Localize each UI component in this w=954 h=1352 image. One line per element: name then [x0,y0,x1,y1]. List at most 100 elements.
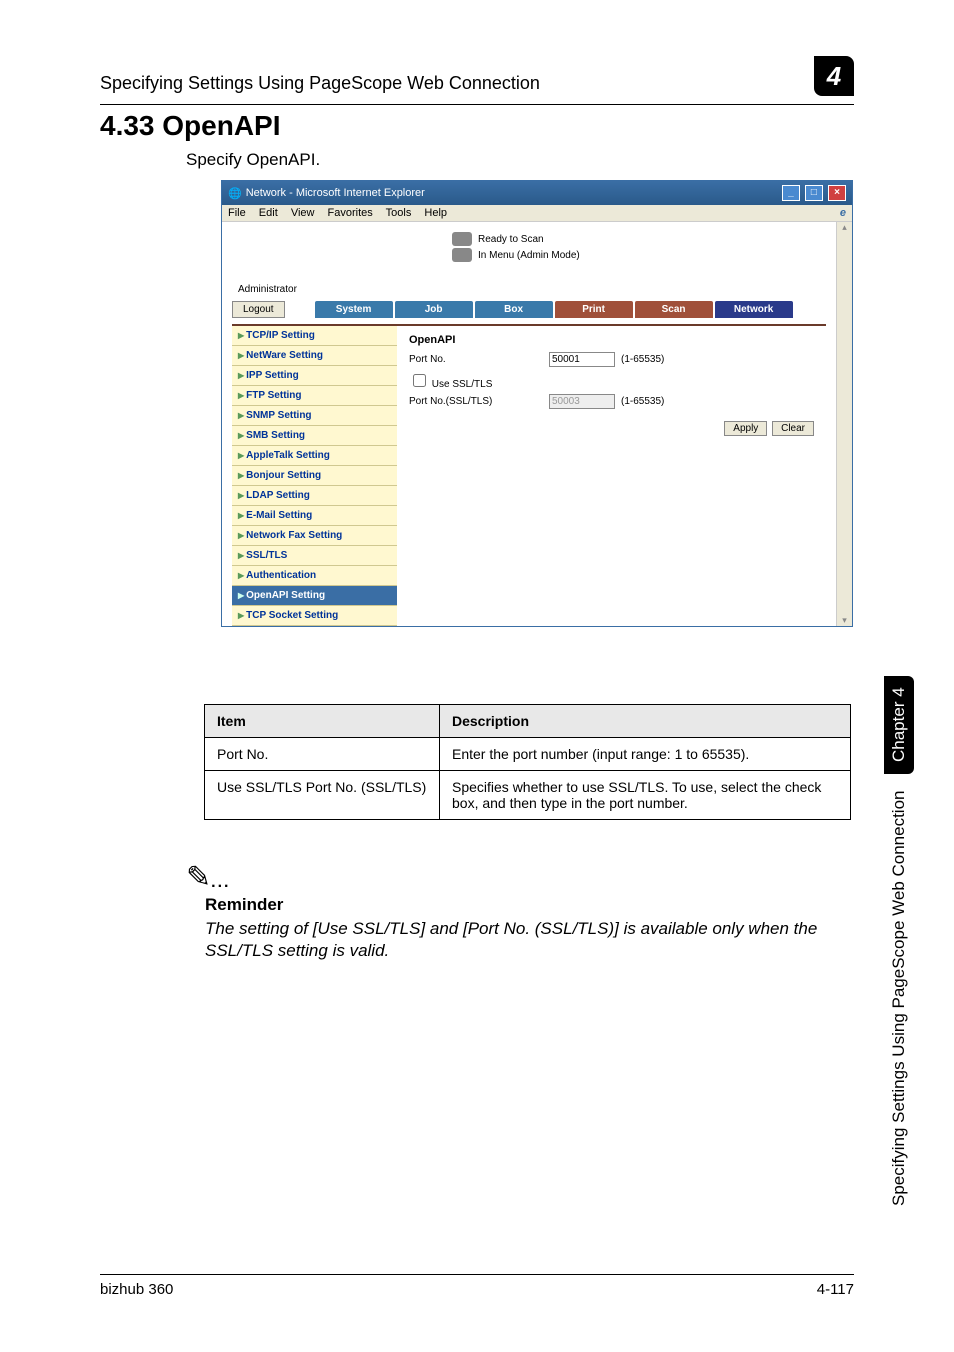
status-row: Ready to Scan [232,228,826,248]
sidebar-item-smb[interactable]: ▶SMB Setting [232,426,397,446]
sidebar-item-auth[interactable]: ▶Authentication [232,566,397,586]
page: Specifying Settings Using PageScope Web … [0,0,954,1352]
status-line2: In Menu (Admin Mode) [478,250,580,261]
sidebar-item-email[interactable]: ▶E-Mail Setting [232,506,397,526]
table-cell-desc: Specifies whether to use SSL/TLS. To use… [440,771,851,820]
side-chapter-label: Chapter 4 [884,676,914,775]
running-header: Specifying Settings Using PageScope Web … [100,60,854,105]
footer-left: bizhub 360 [100,1281,173,1298]
menubar: File Edit View Favorites Tools Help e [222,205,852,222]
tab-system[interactable]: System [315,301,393,318]
menu-edit[interactable]: Edit [259,207,278,219]
sidebar-item-label: FTP Setting [246,390,301,401]
sidebar-item-label: SMB Setting [246,430,305,441]
table-row: Port No. Enter the port number (input ra… [205,738,851,771]
footer-right: 4-117 [817,1281,854,1298]
sidebar-item-netfax[interactable]: ▶Network Fax Setting [232,526,397,546]
printer-icon [452,248,472,262]
scrollbar[interactable]: ▴ ▾ [836,222,852,626]
tab-network[interactable]: Network [715,301,793,318]
ssl-port-range: (1-65535) [621,396,664,407]
sidebar-item-label: E-Mail Setting [246,510,312,521]
menu-view[interactable]: View [291,207,315,219]
table-cell-item: Use SSL/TLS Port No. (SSL/TLS) [205,771,440,820]
sidebar-item-openapi[interactable]: ▶OpenAPI Setting [232,586,397,606]
menu-favorites[interactable]: Favorites [328,207,373,219]
main-content: ▶TCP/IP Setting ▶NetWare Setting ▶IPP Se… [232,324,826,626]
settings-panel: OpenAPI Port No. (1-65535) Use SSL/TLS [397,326,826,626]
sidebar-item-snmp[interactable]: ▶SNMP Setting [232,406,397,426]
logout-button[interactable]: Logout [232,301,285,318]
tab-job[interactable]: Job [395,301,473,318]
sidebar-item-label: SNMP Setting [246,410,311,421]
content-area: Ready to Scan In Menu (Admin Mode) Admin… [222,222,852,626]
reminder-label: Reminder [205,895,283,915]
sidebar-item-ipp[interactable]: ▶IPP Setting [232,366,397,386]
scroll-down-icon[interactable]: ▾ [837,615,852,626]
sidebar-item-label: TCP/IP Setting [246,330,315,341]
port-range: (1-65535) [621,354,664,365]
description-table: Item Description Port No. Enter the port… [204,704,851,820]
window-title-text: Network - Microsoft Internet Explorer [246,187,425,199]
table-header-desc: Description [440,705,851,738]
port-label: Port No. [409,354,549,365]
sidebar-item-netware[interactable]: ▶NetWare Setting [232,346,397,366]
close-button[interactable]: × [828,185,846,201]
sidebar-item-label: OpenAPI Setting [246,590,325,601]
menu-tools[interactable]: Tools [386,207,412,219]
footer: bizhub 360 4-117 [100,1274,854,1298]
panel-heading: OpenAPI [409,334,814,346]
sidebar-item-appletalk[interactable]: ▶AppleTalk Setting [232,446,397,466]
sidebar-item-label: TCP Socket Setting [246,610,338,621]
sidebar-item-bonjour[interactable]: ▶Bonjour Setting [232,466,397,486]
table-cell-desc: Enter the port number (input range: 1 to… [440,738,851,771]
note-icon: ✎... [186,860,230,895]
sidebar-item-tcpsocket[interactable]: ▶TCP Socket Setting [232,606,397,626]
sidebar-item-label: LDAP Setting [246,490,310,501]
window-controls: _ □ × [780,185,846,201]
use-ssl-label: Use SSL/TLS [432,379,493,390]
minimize-button[interactable]: _ [782,185,800,201]
scanner-icon [452,232,472,246]
ie-icon: 🌐 [228,187,242,200]
sidebar-item-ftp[interactable]: ▶FTP Setting [232,386,397,406]
running-title: Specifying Settings Using PageScope Web … [100,73,540,94]
tab-row: Logout System Job Box Print Scan Network [232,301,826,318]
status-line1: Ready to Scan [478,234,544,245]
table-row: Use SSL/TLS Port No. (SSL/TLS) Specifies… [205,771,851,820]
menu-file[interactable]: File [228,207,246,219]
scroll-up-icon[interactable]: ▴ [837,222,852,233]
table-cell-item: Port No. [205,738,440,771]
sidebar-item-tcpip[interactable]: ▶TCP/IP Setting [232,326,397,346]
maximize-button[interactable]: □ [805,185,823,201]
tab-box[interactable]: Box [475,301,553,318]
sidebar-item-label: IPP Setting [246,370,299,381]
ssl-port-input [549,394,615,409]
sidebar-item-label: Authentication [246,570,316,581]
side-tab-text: Specifying Settings Using PageScope Web … [889,791,909,1207]
section-heading: 4.33 OpenAPI [100,110,281,142]
tab-scan[interactable]: Scan [635,301,713,318]
port-input[interactable] [549,352,615,367]
ie-logo-icon: e [840,207,846,219]
sidebar-item-label: SSL/TLS [246,550,287,561]
browser-window: 🌐 Network - Microsoft Internet Explorer … [221,180,853,627]
ssl-port-label: Port No.(SSL/TLS) [409,396,549,407]
sidebar-item-label: NetWare Setting [246,350,323,361]
sidebar-item-ssltls[interactable]: ▶SSL/TLS [232,546,397,566]
menu-help[interactable]: Help [424,207,447,219]
window-title: 🌐 Network - Microsoft Internet Explorer [228,187,425,200]
sidebar-item-label: AppleTalk Setting [246,450,330,461]
sidebar-item-label: Bonjour Setting [246,470,321,481]
use-ssl-checkbox[interactable] [413,374,426,387]
sidebar-item-ldap[interactable]: ▶LDAP Setting [232,486,397,506]
titlebar: 🌐 Network - Microsoft Internet Explorer … [222,181,852,205]
tab-print[interactable]: Print [555,301,633,318]
clear-button[interactable]: Clear [772,421,814,436]
section-intro: Specify OpenAPI. [186,150,320,170]
side-tab: Specifying Settings Using PageScope Web … [884,476,914,1206]
reminder-body: The setting of [Use SSL/TLS] and [Port N… [205,918,854,962]
status-row-2: In Menu (Admin Mode) [232,248,826,264]
admin-label: Administrator [232,264,826,301]
apply-button[interactable]: Apply [724,421,767,436]
